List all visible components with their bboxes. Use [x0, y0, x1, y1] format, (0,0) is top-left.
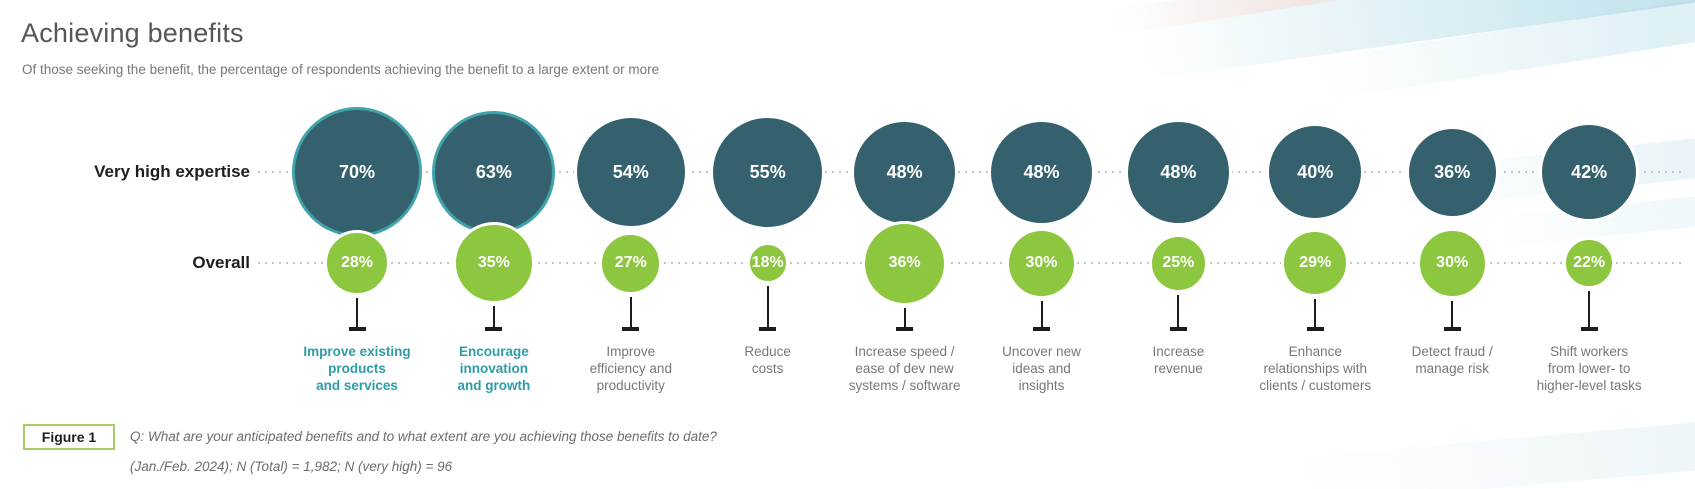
bubble-value: 27% [614, 254, 647, 271]
connector-foot [1580, 327, 1598, 331]
connector-stem [903, 307, 906, 327]
bubble-value: 48% [886, 161, 923, 182]
connector-stem [492, 306, 495, 327]
overall-bubble: 27% [599, 231, 663, 295]
overall-bubble: 35% [452, 222, 535, 304]
connector-stem [1451, 300, 1454, 327]
overall-bubble: 29% [1281, 229, 1350, 297]
chart-subtitle: Of those seeking the benefit, the percen… [22, 62, 660, 77]
connector-stem [1314, 299, 1317, 327]
bubble-value: 36% [1434, 161, 1471, 182]
figure-tag: Figure 1 [23, 424, 115, 450]
background-decoration [1314, 0, 1695, 102]
bubble-value: 18% [751, 254, 784, 271]
bubble-value: 30% [1025, 254, 1058, 271]
connector-stem [1177, 294, 1180, 327]
chart-title: Achieving benefits [21, 18, 244, 48]
category-label: Increase speed / ease of dev new systems… [848, 344, 961, 393]
connector-foot [622, 327, 640, 331]
very-high-bubble: 70% [292, 107, 422, 237]
very-high-bubble: 48% [851, 118, 959, 226]
bubble-value: 48% [1160, 161, 1197, 182]
very-high-bubble: 48% [1124, 118, 1232, 226]
very-high-bubble: 42% [1539, 122, 1640, 222]
overall-bubble: 25% [1148, 233, 1208, 293]
category-label: Improve efficiency and productivity [589, 344, 672, 393]
connector-foot [1169, 327, 1187, 331]
bubble-value: 30% [1436, 254, 1469, 271]
bubble-value: 70% [338, 161, 376, 182]
category-label: Shift workers from lower- to higher-leve… [1536, 344, 1642, 393]
category-label: Encourage innovation and growth [457, 344, 531, 393]
connector-foot [759, 327, 777, 331]
background-decoration [1293, 416, 1695, 489]
very-high-bubble: 36% [1405, 125, 1499, 219]
overall-bubble: 22% [1563, 237, 1616, 289]
connector-stem [1040, 300, 1043, 327]
bubble-value: 28% [340, 254, 374, 271]
figure-question: Q: What are your anticipated benefits an… [130, 429, 717, 444]
connector-foot [485, 327, 503, 331]
overall-bubble: 36% [862, 220, 948, 306]
very-high-bubble: 63% [432, 110, 556, 234]
bubble-value: 42% [1571, 161, 1608, 182]
bubble-value: 29% [1299, 254, 1332, 271]
category-label: Uncover new ideas and insights [1002, 344, 1081, 393]
connector-foot [1306, 327, 1324, 331]
category-label: Reduce costs [744, 344, 791, 376]
bubble-value: 35% [477, 254, 510, 271]
category-label: Detect fraud / manage risk [1411, 344, 1493, 376]
connector-foot [348, 327, 366, 331]
overall-bubble: 30% [1416, 227, 1488, 299]
bubble-value: 40% [1297, 161, 1334, 182]
category-label: Improve existing products and services [303, 344, 411, 393]
bubble-value: 63% [475, 161, 512, 182]
row-label-very-high-expertise: Very high expertise [94, 162, 250, 181]
overall-bubble: 30% [1006, 227, 1077, 299]
very-high-bubble: 40% [1266, 123, 1365, 221]
background-decoration [1132, 0, 1695, 81]
connector-stem [1588, 291, 1591, 327]
bubble-value: 54% [612, 161, 649, 182]
connector-foot [1443, 327, 1461, 331]
connector-stem [356, 298, 358, 327]
background-decoration [1109, 0, 1441, 36]
bubble-value: 48% [1023, 161, 1060, 182]
bubble-value: 55% [749, 161, 786, 182]
gridline-very-high-row [258, 171, 1683, 173]
bubble-value: 36% [888, 254, 921, 271]
category-label: Increase revenue [1152, 344, 1205, 376]
very-high-bubble: 54% [573, 115, 688, 229]
bubble-value: 25% [1162, 254, 1195, 271]
overall-bubble: 28% [324, 230, 390, 296]
connector-stem [766, 286, 769, 327]
row-label-overall: Overall [192, 253, 250, 272]
very-high-bubble: 55% [710, 114, 826, 230]
overall-bubble: 18% [746, 242, 789, 284]
connector-foot [896, 327, 914, 331]
gridline-overall-row [258, 262, 1683, 264]
figure-sample-note: (Jan./Feb. 2024); N (Total) = 1,982; N (… [130, 459, 453, 474]
category-label: Enhance relationships with clients / cus… [1259, 344, 1372, 393]
connector-stem [629, 296, 632, 327]
connector-foot [1033, 327, 1050, 331]
bubble-value: 22% [1573, 254, 1606, 271]
very-high-bubble: 48% [988, 118, 1095, 226]
